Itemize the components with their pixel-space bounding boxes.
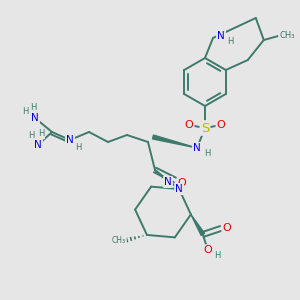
Text: H: H: [204, 148, 210, 158]
Text: N: N: [66, 135, 74, 145]
Text: H: H: [28, 131, 34, 140]
Text: O: O: [184, 120, 194, 130]
Text: N: N: [193, 143, 201, 153]
Polygon shape: [152, 135, 197, 148]
Text: N: N: [31, 113, 39, 123]
Text: N: N: [217, 31, 225, 41]
Text: H: H: [38, 130, 44, 139]
Text: H: H: [22, 106, 28, 116]
Text: CH₃: CH₃: [279, 31, 295, 40]
Text: O: O: [178, 178, 186, 188]
Text: O: O: [223, 224, 231, 233]
Text: N: N: [34, 140, 42, 150]
Text: H: H: [75, 143, 81, 152]
Text: N: N: [175, 184, 183, 194]
Text: O: O: [217, 120, 225, 130]
Text: H: H: [227, 38, 233, 46]
Text: O: O: [203, 245, 212, 255]
Polygon shape: [191, 214, 205, 236]
Text: CH₃: CH₃: [112, 236, 126, 245]
Text: S: S: [201, 122, 209, 134]
Text: H: H: [214, 251, 220, 260]
Text: H: H: [30, 103, 36, 112]
Text: N: N: [164, 177, 172, 187]
